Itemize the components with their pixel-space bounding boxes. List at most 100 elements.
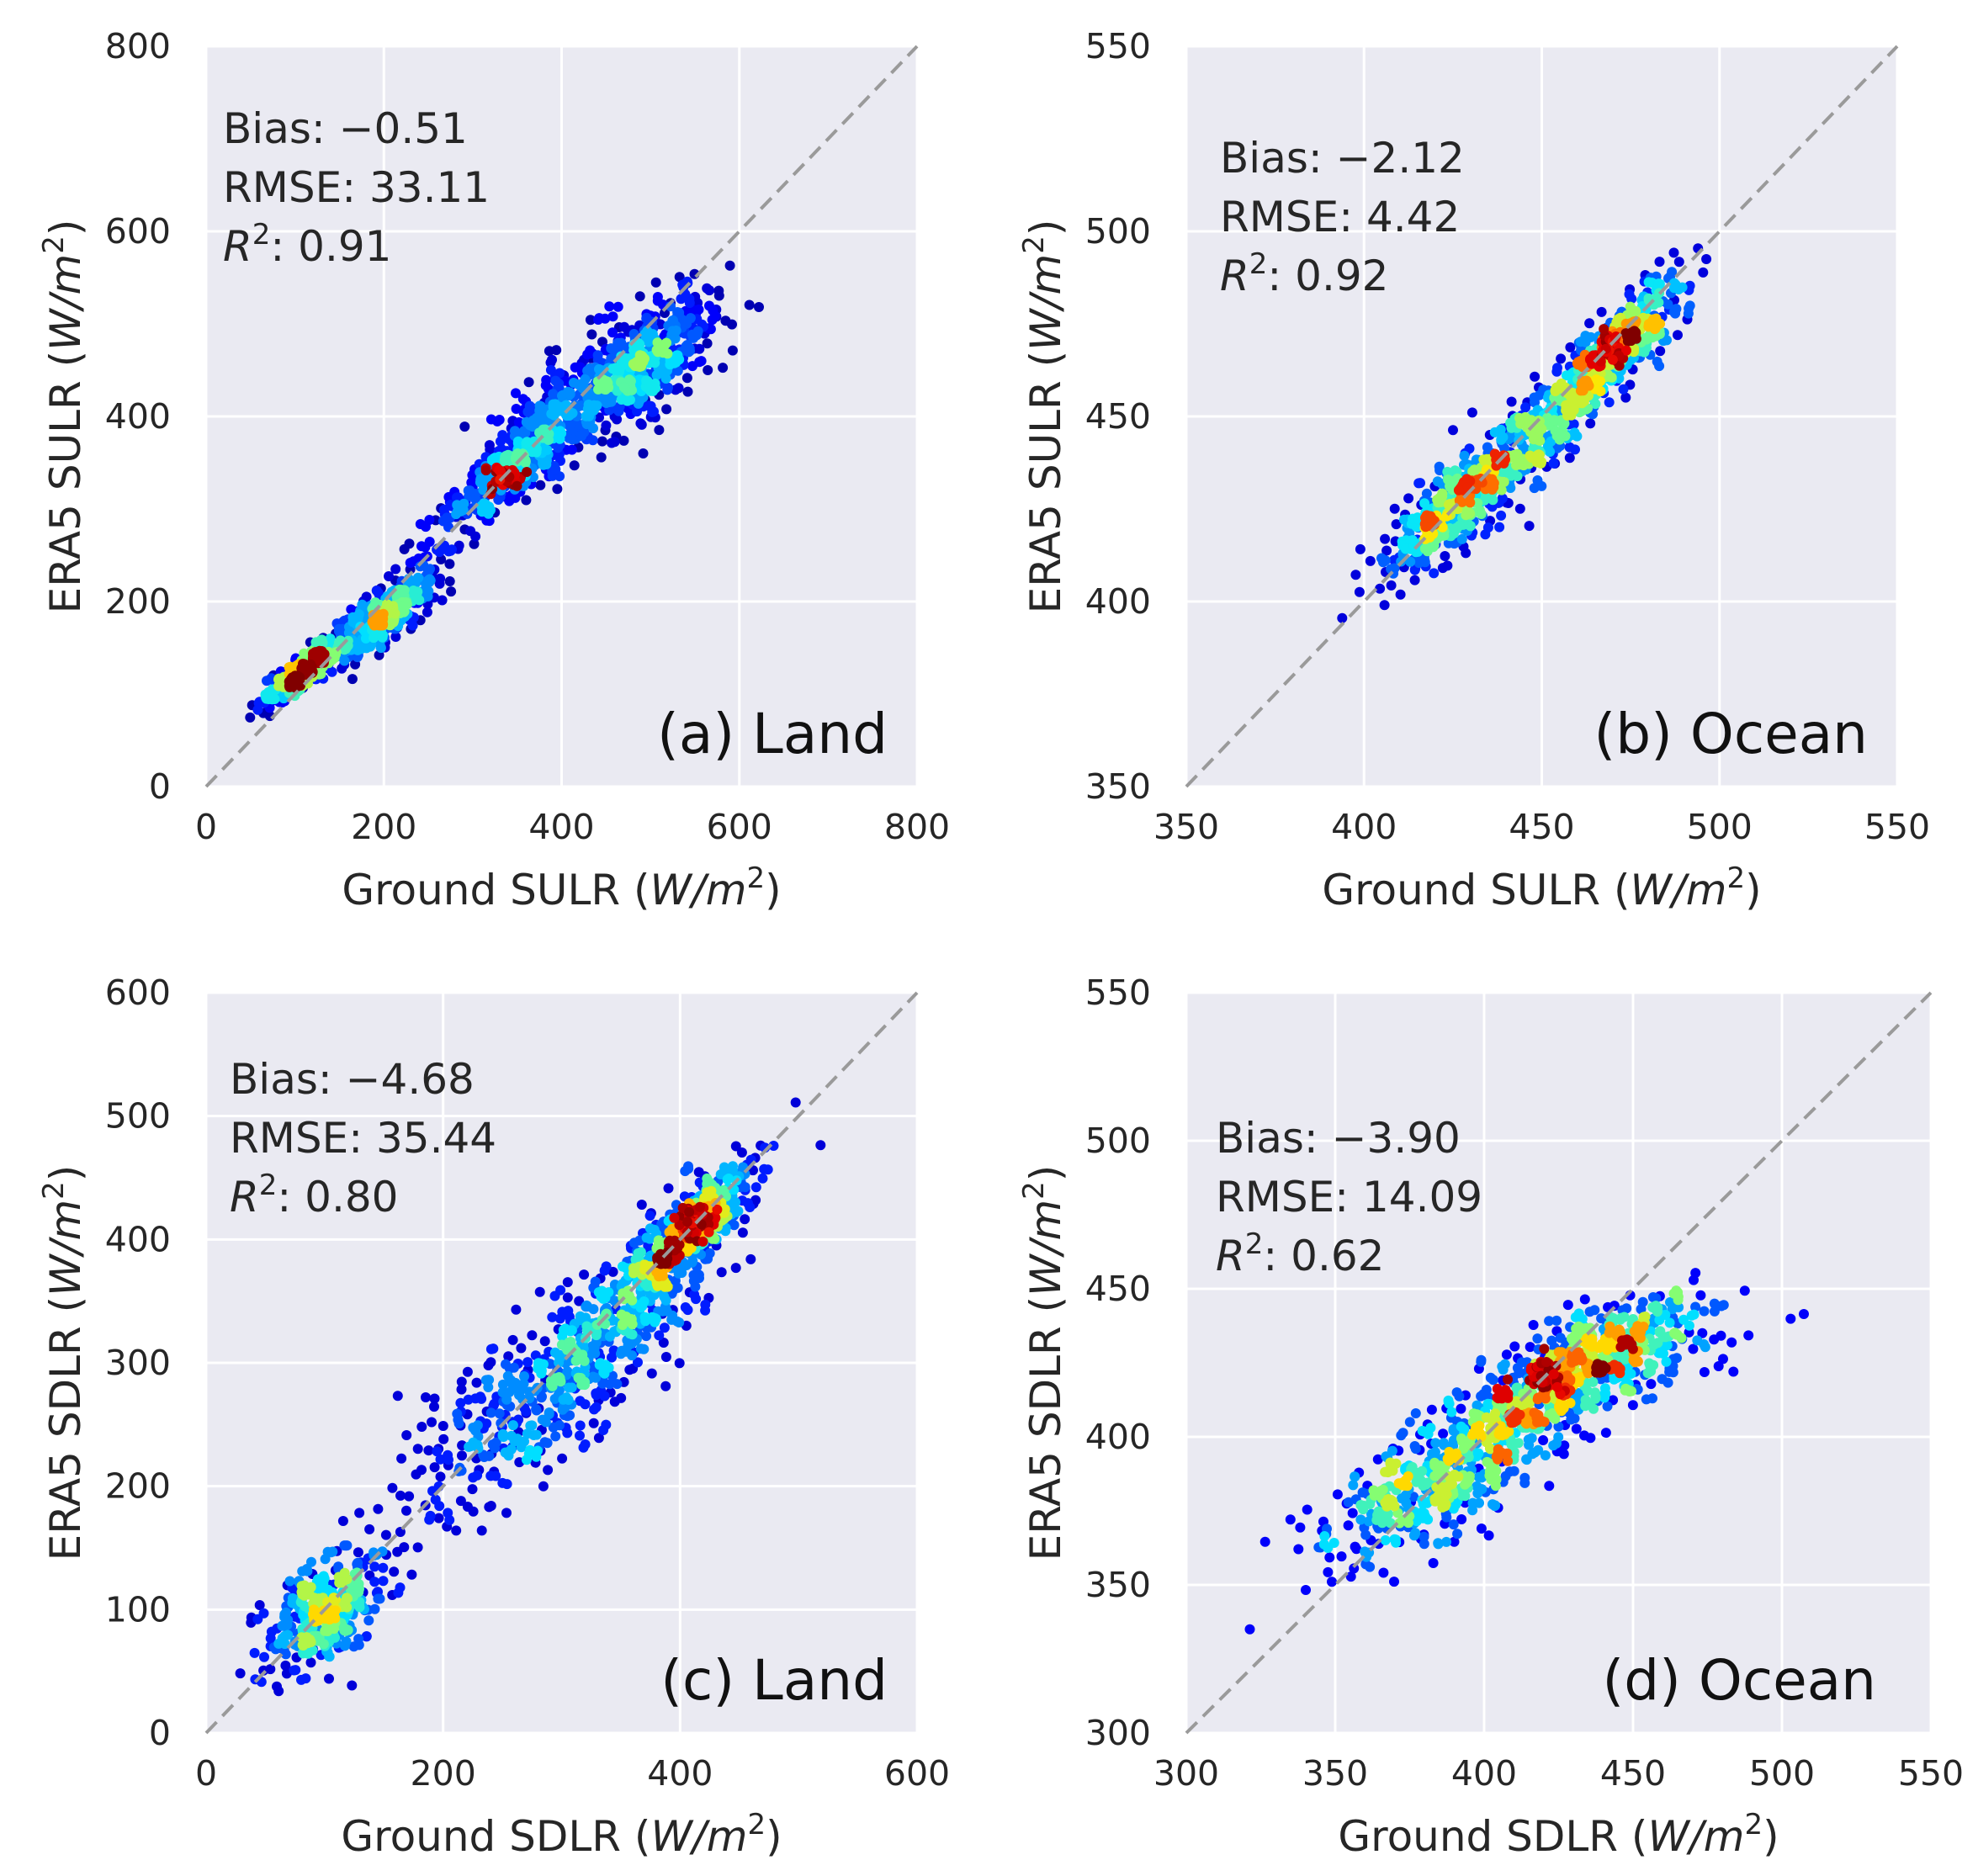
panel-c-point [463,1394,474,1405]
panel-d-point [1327,1577,1337,1587]
panel-a-point [671,350,682,361]
panel-c-point [249,1647,260,1658]
panel-b-point [1577,384,1588,395]
panel-d-point [1600,1428,1611,1439]
panel-c-point [284,1576,295,1587]
panel-c-point [483,1360,494,1370]
panel-c-point [471,1377,482,1388]
panel-b-point [1524,521,1535,532]
panel-c-x-ticks: 0 200 400 600 [195,1753,950,1794]
panel-a-point [661,404,672,415]
panel-a-y-tick-label: 200 [105,581,171,622]
panel-b-point [1572,359,1583,370]
panel-c-point [740,1182,750,1193]
panel-b-point [1389,503,1400,514]
panel-b-point [1429,568,1440,579]
panel-d-point [1699,1306,1710,1317]
panel-b-x-tick-label: 350 [1153,807,1219,847]
panel-c-point [252,1614,263,1624]
panel-d-point [1602,1401,1613,1412]
panel-c-point [660,1352,671,1362]
panel-b-point [1673,330,1683,341]
panel-a-point [588,423,598,434]
panel-a-point [585,406,596,417]
panel-a-point [480,465,491,476]
panel-c-point [326,1547,337,1558]
panel-d-point [1497,1361,1508,1372]
panel-a-point [443,491,454,502]
panel-c-point [598,1425,609,1435]
panel-a-point [390,632,401,642]
panel-d-point [1428,1558,1439,1568]
panel-c-point [750,1182,761,1193]
panel-a-point [337,663,347,674]
panel-c-point [354,1508,365,1518]
panel-c-point [683,1163,694,1174]
panel-c-point [308,1608,318,1619]
panel-c-point [575,1430,585,1441]
panel-c-point [297,1566,308,1577]
panel-c-point [406,1569,417,1580]
panel-c-point [507,1420,518,1431]
panel-b-point [1552,363,1562,374]
panel-c-point [815,1140,826,1151]
panel-c-point [424,1514,435,1525]
panel-b-x-tick-label: 450 [1509,807,1574,847]
panel-c-point [354,1602,365,1613]
panel-c-point [289,1665,300,1676]
panel-a-point [465,526,476,537]
panel-c-point [581,1312,591,1323]
panel-d-point [1519,1472,1530,1483]
panel-d-point [1443,1395,1454,1406]
panel-d-point [1397,1493,1407,1504]
panel-d-point [1459,1423,1470,1434]
panel-a-point [703,365,713,375]
panel-c-point [562,1428,573,1439]
panel-d-point [1476,1356,1487,1367]
panel-d-point [1538,1435,1549,1445]
panel-a-point [692,330,703,341]
panel-a-point [552,484,563,495]
panel-d-point [1692,1335,1703,1346]
panel-c-point [531,1429,542,1440]
panel-c-point [321,1625,331,1636]
panel-c-point [538,1481,549,1492]
panel-c-point [577,1349,588,1360]
panel-c-point [581,1300,592,1311]
panel-c-point [305,1657,316,1668]
panel-b-point [1618,384,1629,395]
panel-a-point [557,390,567,401]
panel-a-point [407,620,418,631]
panel-a-point [477,506,487,517]
panel-b-x-tick-label: 500 [1687,807,1753,847]
panel-c-point [641,1232,652,1243]
panel-c-point [693,1167,704,1178]
panel-c-point [730,1263,741,1274]
panel-c-point [740,1214,750,1225]
panel-c-y-tick-label: 400 [105,1219,171,1259]
panel-a-point [294,672,305,683]
panel-b-point [1380,555,1391,566]
panel-a-point [594,313,605,324]
panel-d-point [1571,1423,1582,1434]
panel-c-point [453,1418,464,1429]
panel-c-point [404,1491,415,1502]
panel-c-point [562,1277,573,1288]
panel-a-point [685,313,696,324]
panel-c-point [373,1503,384,1514]
panel-c-point [337,1516,348,1526]
panel-a-point [439,504,449,515]
panel-a-point [399,543,410,554]
panel-b-y-tick-label: 450 [1085,396,1151,437]
panel-c-point [621,1346,632,1357]
panel-a-point [618,435,629,446]
panel-d-point [1799,1309,1809,1319]
panel-a-label: (a) Land [657,702,888,766]
panel-c-point [455,1496,466,1507]
panel-b-point [1655,346,1666,357]
panel-c-point [706,1185,717,1196]
panel-c-y-axis-label: ERA5 SDLR (W/m2) [37,1165,90,1561]
panel-a-point [641,375,652,386]
panel-b-point [1355,543,1366,554]
panel-a-point [670,333,681,344]
